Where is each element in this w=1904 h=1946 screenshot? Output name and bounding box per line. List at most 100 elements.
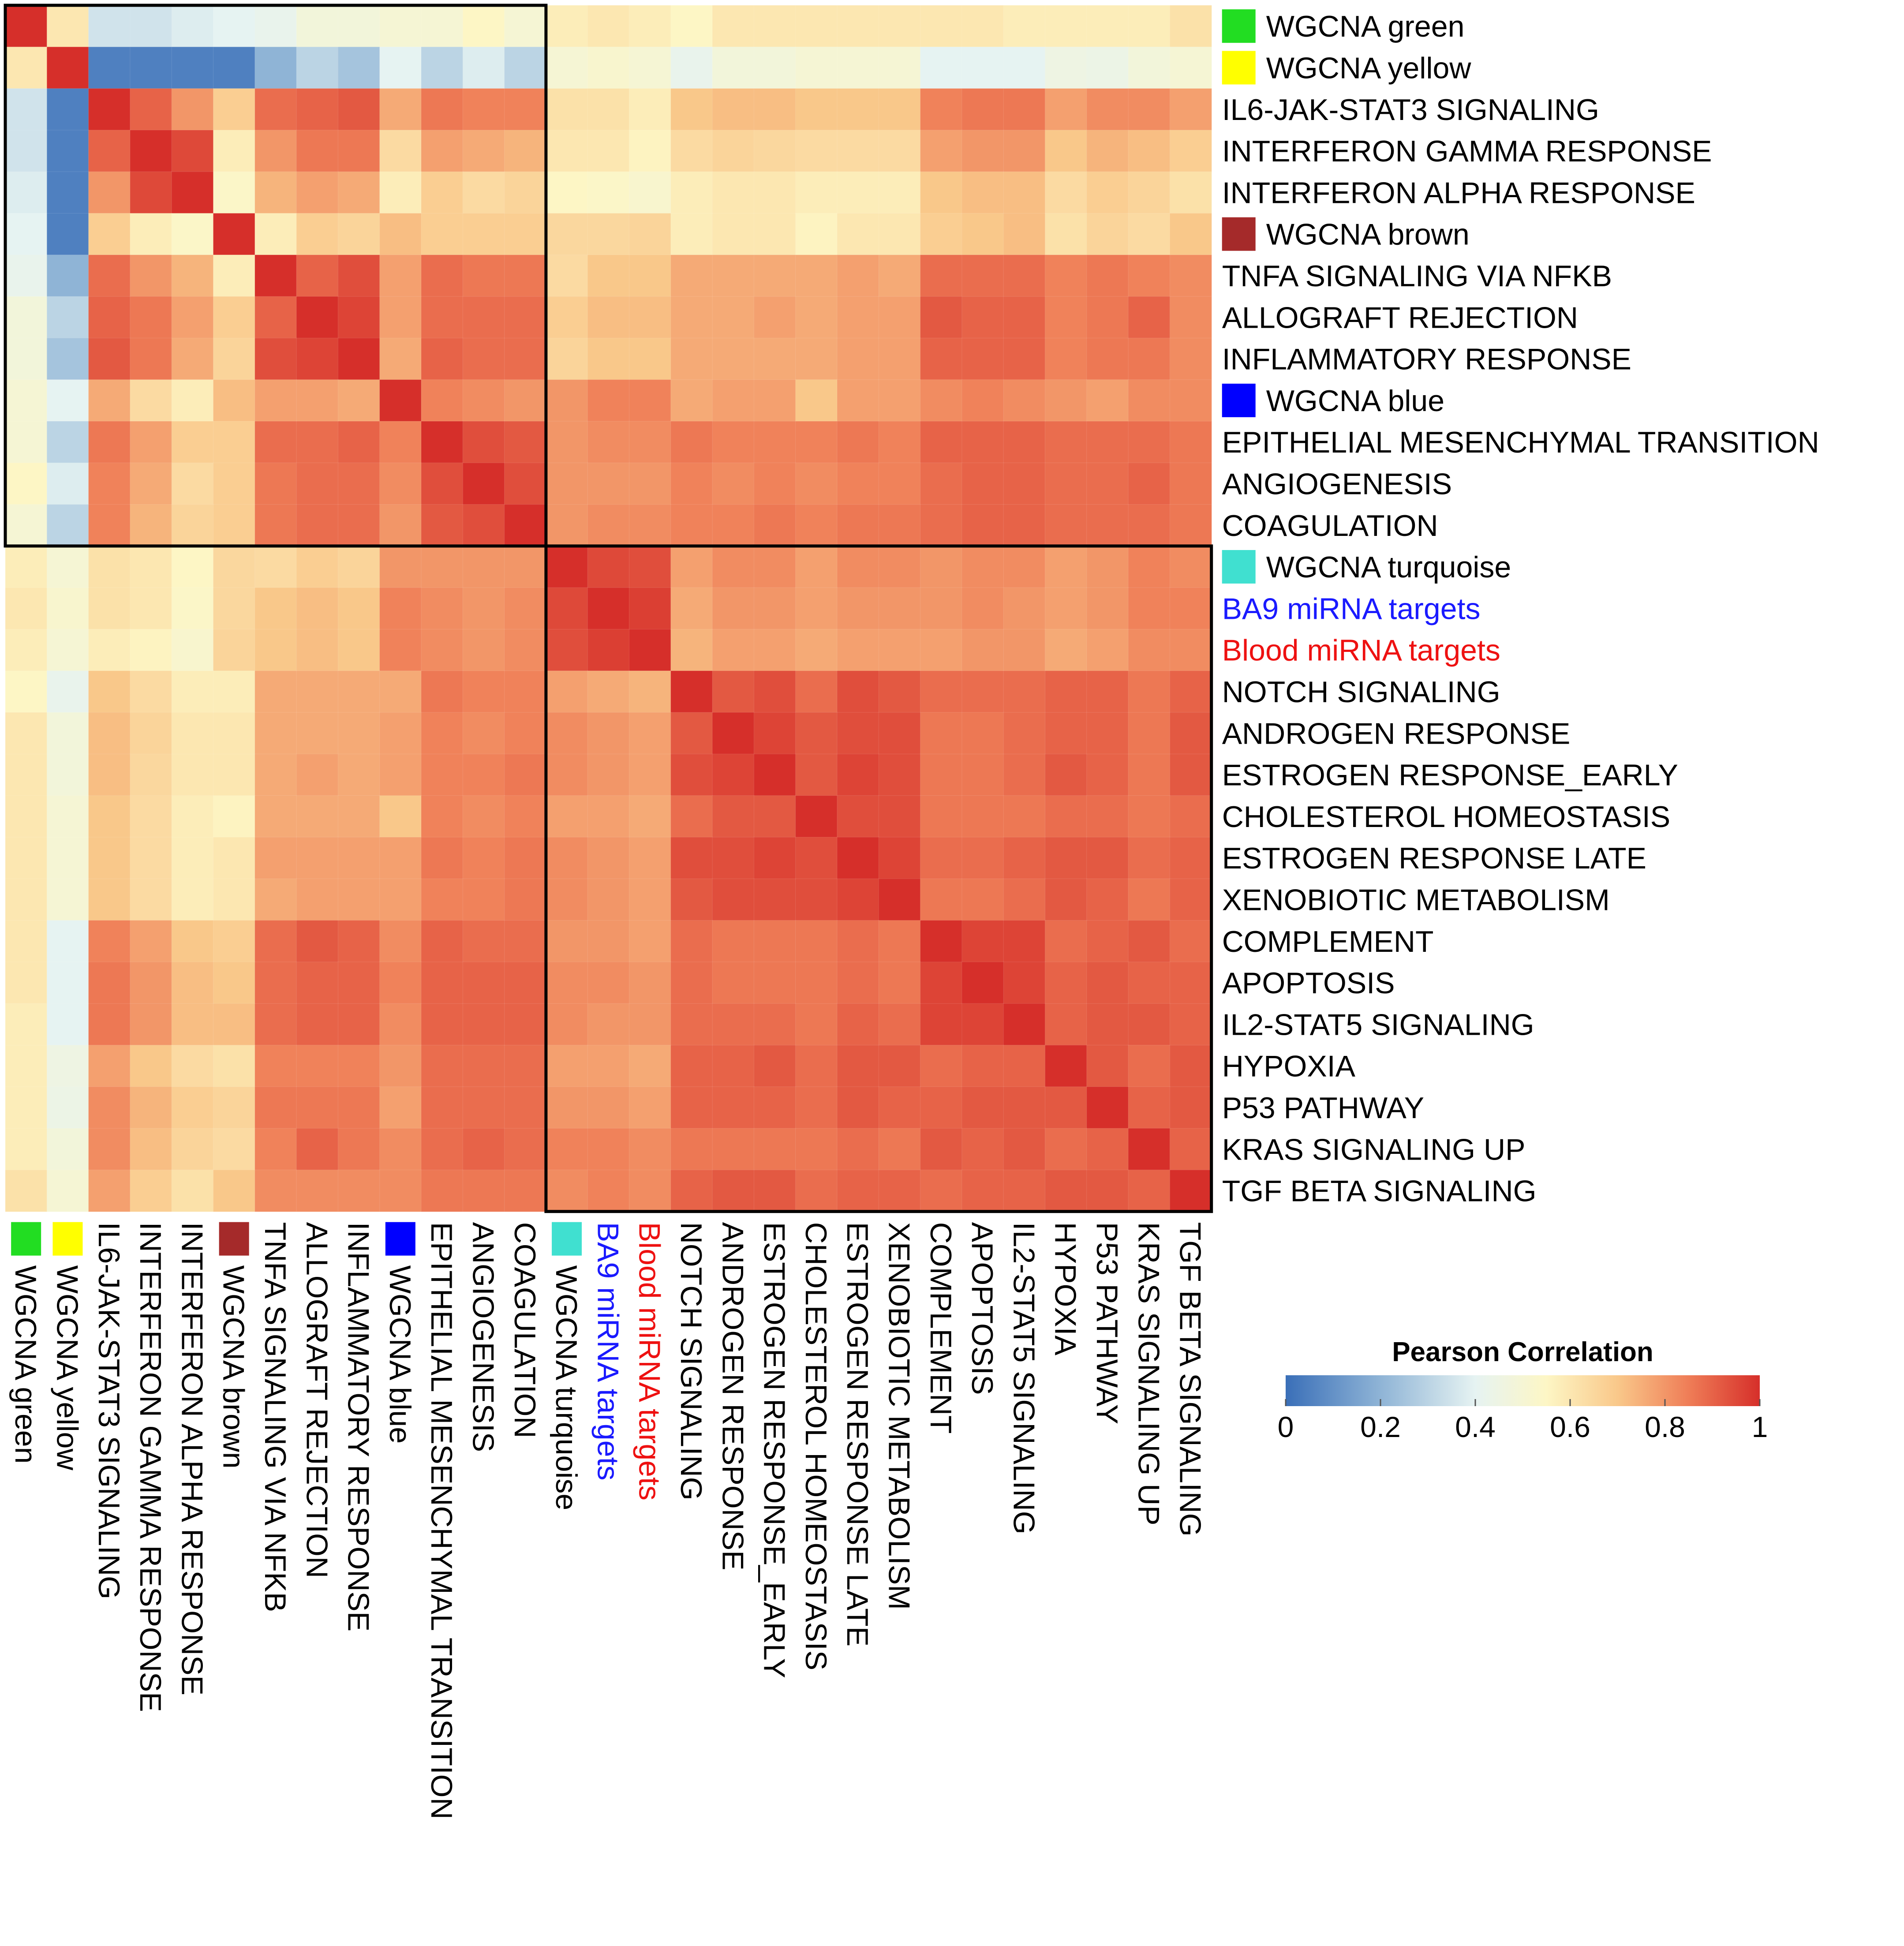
heatmap-cell (961, 462, 1004, 505)
heatmap-cell (296, 712, 339, 755)
heatmap-cell (337, 421, 380, 464)
heatmap-cell (1086, 1086, 1129, 1129)
heatmap-cell (1086, 337, 1129, 380)
heatmap-cell (795, 712, 838, 755)
heatmap-cell (546, 46, 588, 89)
heatmap-cell (296, 753, 339, 796)
heatmap-cell (5, 878, 48, 921)
heatmap-cell (1003, 46, 1046, 89)
heatmap-cell (1003, 504, 1046, 546)
heatmap-cell (254, 1128, 297, 1171)
heatmap-cell (1128, 587, 1171, 630)
heatmap-cell (629, 254, 671, 297)
heatmap-cell (920, 213, 963, 255)
heatmap-cell (753, 504, 796, 546)
heatmap-cell (1003, 1128, 1046, 1171)
heatmap-cell (337, 504, 380, 546)
row-label-epithelial-mesenchymal-transition: EPITHELIAL MESENCHYMAL TRANSITION (1222, 426, 1819, 459)
cluster-box-1 (4, 4, 548, 548)
heatmap-cell (1169, 130, 1212, 172)
heatmap-cell (171, 962, 214, 1004)
heatmap-cell (88, 213, 131, 255)
heatmap-cell (795, 795, 838, 838)
heatmap-cell (171, 629, 214, 671)
row-label-estrogen-response-early: ESTROGEN RESPONSE_EARLY (1222, 759, 1678, 792)
heatmap-cell (753, 462, 796, 505)
heatmap-cell (1169, 296, 1212, 339)
heatmap-cell (46, 88, 89, 131)
heatmap-cell (587, 712, 630, 755)
heatmap-cell (171, 1169, 214, 1212)
heatmap-cell (1128, 962, 1171, 1004)
heatmap-cell (1128, 5, 1171, 48)
heatmap-cell (1169, 629, 1212, 671)
heatmap-cell (1086, 46, 1129, 89)
row-swatch-wgcna-brown (1222, 217, 1256, 251)
heatmap-cell (670, 1128, 713, 1171)
heatmap-cell (46, 920, 89, 963)
row-label-angiogenesis: ANGIOGENESIS (1222, 467, 1452, 501)
heatmap-cell (1086, 962, 1129, 1004)
heatmap-cell (296, 1086, 339, 1129)
heatmap-cell (1003, 296, 1046, 339)
heatmap-cell (46, 712, 89, 755)
heatmap-cell (1003, 421, 1046, 464)
heatmap-cell (254, 629, 297, 671)
heatmap-cell (1128, 1169, 1171, 1212)
heatmap-cell (1169, 88, 1212, 131)
heatmap-cell (961, 337, 1004, 380)
heatmap-cell (670, 130, 713, 172)
heatmap-cell (670, 254, 713, 297)
heatmap-cell (961, 379, 1004, 422)
col-label-interferon-gamma-response: INTERFERON GAMMA RESPONSE (134, 1222, 167, 1712)
heatmap-cell (795, 504, 838, 546)
heatmap-cell (88, 130, 131, 172)
heatmap-cell (421, 254, 464, 297)
heatmap-cell (837, 1003, 879, 1046)
heatmap-cell (920, 462, 963, 505)
heatmap-cell (5, 88, 48, 131)
heatmap-cell (629, 1128, 671, 1171)
heatmap-cell (712, 337, 755, 380)
heatmap-cell (296, 1045, 339, 1087)
heatmap-cell (837, 1128, 879, 1171)
heatmap-cell (878, 88, 921, 131)
heatmap-cell (171, 421, 214, 464)
heatmap-cell (587, 753, 630, 796)
heatmap-cell (753, 171, 796, 214)
heatmap-cell (1128, 712, 1171, 755)
heatmap-cell (296, 504, 339, 546)
heatmap-cell (421, 462, 464, 505)
heatmap-cell (213, 462, 255, 505)
row-label-wgcna-yellow: WGCNA yellow (1266, 51, 1472, 85)
heatmap-cell (546, 504, 588, 546)
heatmap-cell (920, 46, 963, 89)
heatmap-cell (837, 421, 879, 464)
heatmap-cell (1045, 296, 1087, 339)
heatmap-cell (379, 920, 422, 963)
heatmap-cell (213, 753, 255, 796)
heatmap-cell (920, 296, 963, 339)
heatmap-cell (1128, 1086, 1171, 1129)
heatmap-cell (254, 46, 297, 89)
col-swatch-wgcna-yellow (52, 1222, 83, 1256)
row-label-tnfa-signaling-via-nfkb: TNFA SIGNALING VIA NFKB (1222, 259, 1612, 293)
heatmap-cell (1128, 254, 1171, 297)
heatmap-cell (5, 379, 48, 422)
heatmap-cell (254, 546, 297, 588)
heatmap-cell (546, 795, 588, 838)
heatmap-cell (712, 587, 755, 630)
heatmap-cell (1169, 504, 1212, 546)
heatmap-cell (712, 1086, 755, 1129)
heatmap-cell (379, 587, 422, 630)
heatmap-cell (296, 795, 339, 838)
heatmap-cell (504, 837, 546, 879)
heatmap-cell (213, 1003, 255, 1046)
col-label-ba9-mirna-targets: BA9 miRNA targets (591, 1222, 625, 1481)
col-label-wgcna-yellow: WGCNA yellow (50, 1265, 84, 1471)
heatmap-cell (254, 171, 297, 214)
heatmap-cell (254, 753, 297, 796)
heatmap-cell (171, 1045, 214, 1087)
heatmap-cell (5, 130, 48, 172)
